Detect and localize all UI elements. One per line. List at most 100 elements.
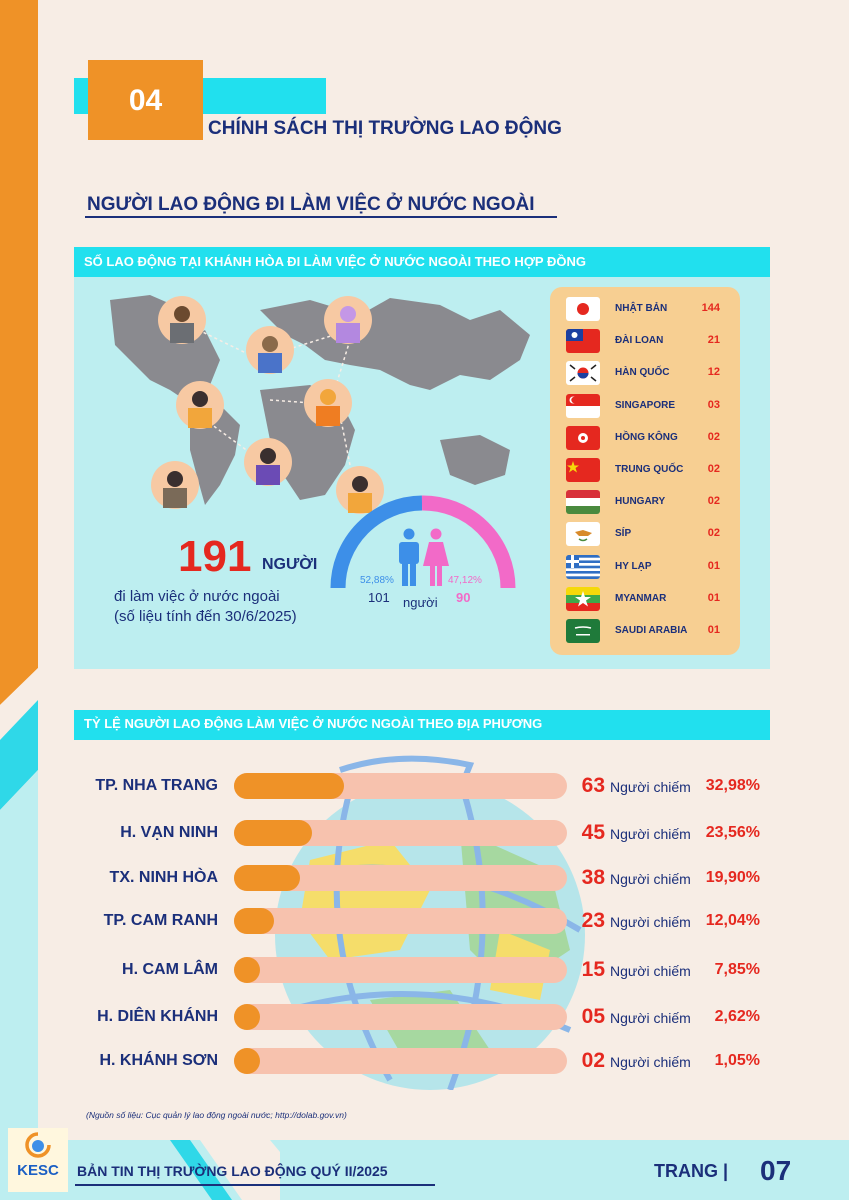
- location-name: TP. NHA TRANG: [95, 777, 218, 794]
- location-bar-fill: [234, 773, 344, 799]
- country-name: HY LẠP: [615, 560, 652, 572]
- gender-gauge: [330, 495, 516, 589]
- total-description: đi làm việc ở nước ngoài: [114, 588, 280, 605]
- section-number: 04: [128, 84, 163, 117]
- taiwan-flag-icon: [566, 329, 600, 354]
- korea-flag-icon: [566, 361, 600, 386]
- location-bar-fill: [234, 1004, 260, 1030]
- location-name: TP. CAM RANH: [103, 912, 218, 929]
- location-percent: 19,90%: [705, 869, 760, 886]
- male-percent: 52,88%: [360, 575, 394, 586]
- location-name: TX. NINH HÒA: [109, 869, 218, 886]
- location-bar-fill: [234, 820, 313, 846]
- location-bar-track: [234, 908, 567, 934]
- country-count: 01: [707, 559, 720, 572]
- people-label: người: [403, 595, 438, 610]
- country-count: 03: [707, 398, 720, 411]
- location-bar-fill: [234, 908, 275, 934]
- country-name: NHẬT BẢN: [615, 303, 668, 314]
- location-bar-fill: [234, 865, 301, 891]
- country-count: 02: [707, 495, 720, 508]
- location-share-label: Người chiếm: [610, 826, 691, 842]
- greece-flag-icon: [566, 554, 600, 579]
- panel1-title: SỐ LAO ĐỘNG TẠI KHÁNH HÒA ĐI LÀM VIỆC Ở …: [84, 254, 586, 269]
- source-note: (Nguồn số liệu: Cục quản lý lao động ngo…: [86, 1110, 347, 1120]
- location-count: 45: [581, 821, 605, 844]
- country-name: SAUDI ARABIA: [615, 625, 688, 636]
- bulletin-underline: [75, 1184, 435, 1186]
- page-number: 07: [760, 1155, 792, 1186]
- country-name: SINGAPORE: [615, 399, 676, 411]
- kesc-logo-text: KESC: [17, 1162, 59, 1179]
- subsection-title: NGƯỜI LAO ĐỘNG ĐI LÀM VIỆC Ở NƯỚC NGOÀI: [87, 194, 535, 215]
- location-bar-fill: [234, 957, 261, 983]
- male-count: 101: [368, 590, 390, 605]
- country-count: 02: [707, 430, 720, 443]
- location-name: H. CAM LÂM: [122, 961, 218, 978]
- country-count: 02: [707, 463, 720, 475]
- location-percent: 1,05%: [714, 1052, 760, 1069]
- myanmar-flag-icon: [566, 586, 600, 611]
- location-bar-track: [234, 957, 567, 983]
- female-percent: 47,12%: [448, 575, 482, 586]
- country-name: ĐÀI LOAN: [615, 335, 664, 347]
- location-name: H. KHÁNH SƠN: [99, 1052, 218, 1069]
- country-name: HỒNG KÔNG: [615, 431, 678, 443]
- panel1-title-bar: [74, 247, 770, 277]
- country-count: 144: [701, 302, 720, 314]
- location-share-label: Người chiếm: [610, 871, 691, 887]
- country-name: TRUNG QUỐC: [615, 464, 684, 475]
- location-percent: 12,04%: [705, 912, 760, 929]
- location-share-label: Người chiếm: [610, 963, 691, 979]
- panel2-title-bar: [74, 710, 770, 740]
- country-count: 21: [707, 334, 720, 347]
- location-name: H. DIÊN KHÁNH: [97, 1008, 218, 1025]
- section-number-box: [88, 60, 203, 140]
- male-icon: [399, 528, 419, 586]
- footer-logo-bg: [8, 1128, 68, 1192]
- location-percent: 32,98%: [705, 777, 760, 794]
- country-count: 01: [707, 624, 720, 636]
- japan-flag-icon: [566, 297, 600, 321]
- total-unit: NGƯỜI: [262, 556, 318, 573]
- country-count: 02: [707, 527, 720, 540]
- kesc-logo-icon: [25, 1132, 51, 1158]
- world-map-illustration: [110, 295, 530, 514]
- cyprus-flag-icon: [566, 522, 600, 547]
- location-percent: 2,62%: [714, 1008, 760, 1025]
- country-name: HÀN QUỐC: [615, 367, 670, 379]
- location-count: 38: [581, 866, 605, 889]
- page-label: TRANG |: [654, 1161, 729, 1181]
- bulletin-title: BẢN TIN THỊ TRƯỜNG LAO ĐỘNG QUÝ II/2025: [77, 1163, 388, 1179]
- location-bar-track: [234, 1004, 567, 1030]
- country-name: SÍP: [615, 528, 632, 540]
- panel2-title: TỶ LỆ NGƯỜI LAO ĐỘNG LÀM VIỆC Ở NƯỚC NGO…: [84, 716, 543, 731]
- total-note: (số liệu tính đến 30/6/2025): [114, 608, 297, 625]
- saudi-flag-icon: [566, 619, 600, 643]
- footer-band: [0, 1140, 849, 1200]
- location-share-label: Người chiếm: [610, 1054, 691, 1070]
- location-bar-fill: [234, 1048, 260, 1074]
- hungary-flag-icon: [566, 490, 600, 515]
- section-title: CHÍNH SÁCH THỊ TRƯỜNG LAO ĐỘNG: [208, 118, 562, 139]
- location-share-label: Người chiếm: [610, 779, 691, 795]
- female-count: 90: [456, 590, 471, 605]
- subsection-underline: [85, 216, 557, 218]
- location-count: 15: [581, 958, 605, 981]
- singapore-flag-icon: [566, 393, 600, 418]
- location-count: 23: [581, 909, 605, 932]
- location-name: H. VẠN NINH: [120, 824, 218, 841]
- country-name: HUNGARY: [615, 496, 666, 508]
- country-count: 01: [707, 591, 720, 604]
- location-share-label: Người chiếm: [610, 1010, 691, 1026]
- location-count: 05: [581, 1005, 605, 1028]
- hongkong-flag-icon: [566, 425, 600, 450]
- location-count: 63: [581, 774, 605, 797]
- female-icon: [423, 528, 449, 586]
- total-count: 191: [178, 532, 252, 581]
- country-name: MYANMAR: [615, 592, 667, 604]
- location-share-label: Người chiếm: [610, 914, 691, 930]
- location-count: 02: [581, 1049, 605, 1072]
- china-flag-icon: [566, 458, 600, 482]
- location-percent: 7,85%: [714, 961, 760, 978]
